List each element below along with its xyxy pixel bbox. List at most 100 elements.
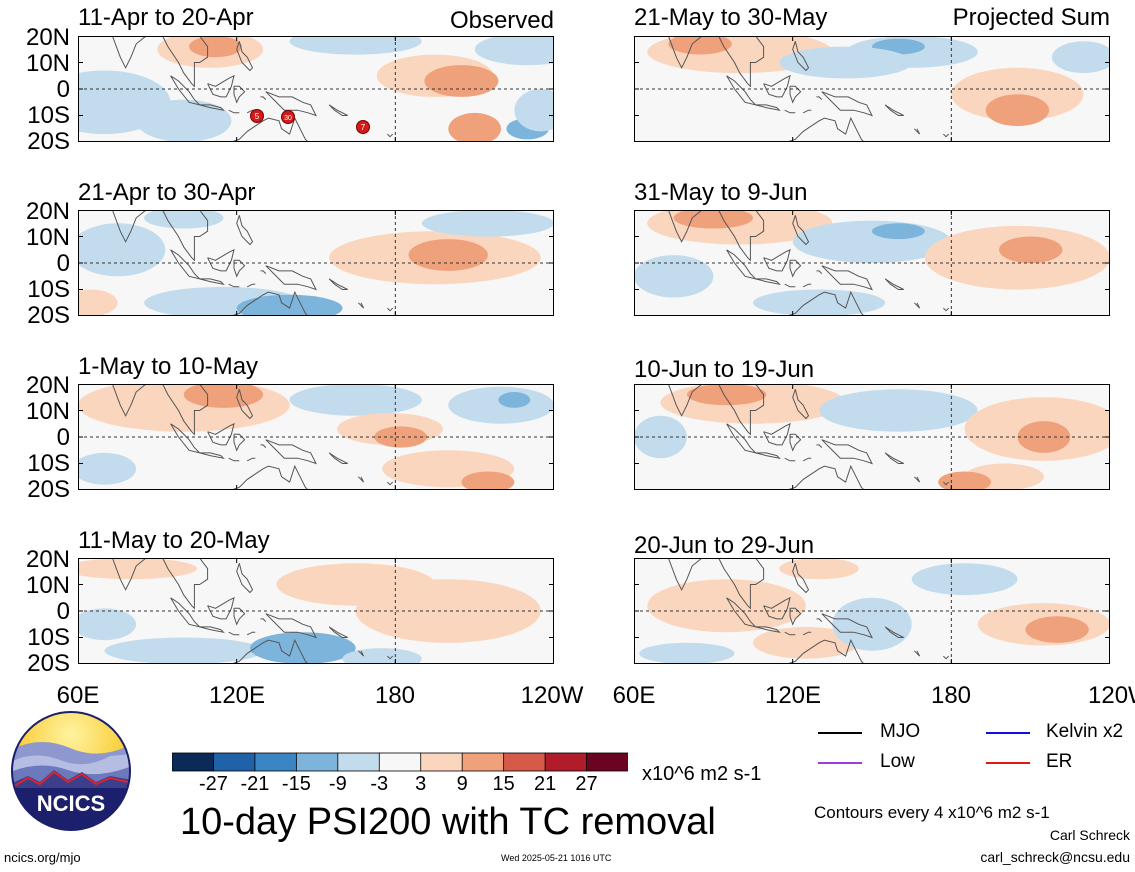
coastline xyxy=(943,133,950,138)
colorbar-tick-label: -21 xyxy=(240,773,270,795)
map-panel-r4 xyxy=(634,558,1110,664)
coastline xyxy=(357,650,365,657)
coastline xyxy=(228,457,240,462)
footer-url: ncics.org/mjo xyxy=(4,850,81,865)
coastline xyxy=(763,248,791,272)
coastline xyxy=(265,613,317,639)
colorbar-tick-label: -3 xyxy=(370,773,389,795)
coastline xyxy=(111,210,209,262)
coastline xyxy=(913,302,921,309)
anomaly-contour xyxy=(342,648,422,664)
legend-label-kelvin: Kelvin x2 xyxy=(1046,721,1124,742)
coastline xyxy=(821,439,873,465)
coastline xyxy=(667,384,765,436)
coastline xyxy=(170,423,202,454)
coastline xyxy=(943,307,950,312)
panel-title-r3: 10-Jun to 19-Jun xyxy=(634,356,815,383)
lat-tick: 20N xyxy=(25,24,70,51)
coastline xyxy=(328,104,348,116)
observed-label: Observed xyxy=(449,7,554,34)
lat-tick: 10S xyxy=(27,624,70,651)
coastline xyxy=(816,618,823,622)
map-panel-r2 xyxy=(634,210,1110,316)
coastline xyxy=(233,607,246,626)
anomaly-contour xyxy=(374,426,427,448)
coastline xyxy=(357,476,365,483)
anomaly-contour xyxy=(289,36,422,55)
coastline xyxy=(387,307,394,312)
coastline xyxy=(236,41,254,72)
colorbar-swatch xyxy=(378,752,422,772)
panel-frame xyxy=(78,384,554,490)
anomaly-contour xyxy=(421,210,554,237)
coastline xyxy=(726,423,758,454)
anomaly-contour xyxy=(355,579,541,643)
panel-frame xyxy=(78,36,554,142)
anomaly-contour xyxy=(78,223,166,277)
coastline xyxy=(199,452,225,460)
coastline xyxy=(784,283,796,288)
footer-author: Carl Schreck xyxy=(1049,827,1130,843)
coastline xyxy=(260,270,267,274)
anomaly-contour xyxy=(647,579,806,633)
colorbar-swatch xyxy=(337,752,380,772)
anomaly-contour xyxy=(999,236,1063,264)
lon-tick: 120W xyxy=(1088,684,1135,708)
lon-tick: 60E xyxy=(56,682,100,709)
coastline xyxy=(357,302,365,309)
coastline xyxy=(884,104,904,116)
colorbar-swatch xyxy=(544,752,588,772)
coastline xyxy=(199,278,225,286)
colorbar-swatch xyxy=(420,752,463,772)
anomaly-contour xyxy=(78,289,118,316)
anomaly-contour xyxy=(78,558,197,580)
coastline xyxy=(228,631,240,636)
panel-title-l3: 1-May to 10-May xyxy=(78,353,259,380)
legend-label-low: Low xyxy=(880,751,915,772)
coastline xyxy=(884,452,904,464)
lon-tick: 120E xyxy=(764,682,822,709)
panel-frame xyxy=(634,558,1110,664)
anomaly-contour xyxy=(289,384,422,416)
anomaly-contour xyxy=(78,608,137,641)
anomaly-contour xyxy=(78,452,137,485)
coastline xyxy=(265,265,317,291)
coastline xyxy=(236,563,254,594)
anomaly-contour xyxy=(498,392,531,408)
coastline xyxy=(755,104,781,112)
coastline xyxy=(792,215,810,246)
anomaly-contour xyxy=(424,65,499,97)
footer-email: carl_schreck@ncsu.edu xyxy=(980,849,1130,865)
anomaly-contour xyxy=(639,642,735,664)
anomaly-contour xyxy=(779,46,912,79)
colorbar-tick-label: 27 xyxy=(575,773,598,795)
coastline xyxy=(755,626,781,634)
lat-tick: 10N xyxy=(25,398,70,425)
map-panel-l4 xyxy=(78,558,554,664)
coastline xyxy=(726,597,758,628)
colorbar-swatch xyxy=(586,752,628,772)
coastline xyxy=(789,433,802,452)
panel-title-r4: 20-Jun to 29-Jun xyxy=(634,532,815,559)
projected-sum-label: Projected Sum xyxy=(952,4,1110,31)
panel-title-l2: 21-Apr to 30-Apr xyxy=(78,179,256,206)
coastline xyxy=(233,433,246,452)
lon-tick: 180 xyxy=(374,682,416,709)
coastline xyxy=(328,626,348,638)
anomaly-contour xyxy=(249,632,356,664)
coastline xyxy=(802,109,812,114)
lat-tick: 20N xyxy=(25,546,70,573)
coastline xyxy=(667,558,765,610)
colorbar-tick-label: 15 xyxy=(492,773,515,795)
map-panel-l2 xyxy=(78,210,554,316)
coastline xyxy=(792,389,810,420)
anomaly-contour xyxy=(461,471,515,490)
coastline xyxy=(387,133,394,138)
ncics-logo: NCICS xyxy=(11,711,131,831)
coastline xyxy=(111,36,209,88)
coastline xyxy=(667,36,765,88)
tc-marker-label: 5 xyxy=(255,112,260,121)
coastline xyxy=(236,389,254,420)
anomaly-contour xyxy=(819,389,978,432)
colorbar xyxy=(172,752,628,772)
